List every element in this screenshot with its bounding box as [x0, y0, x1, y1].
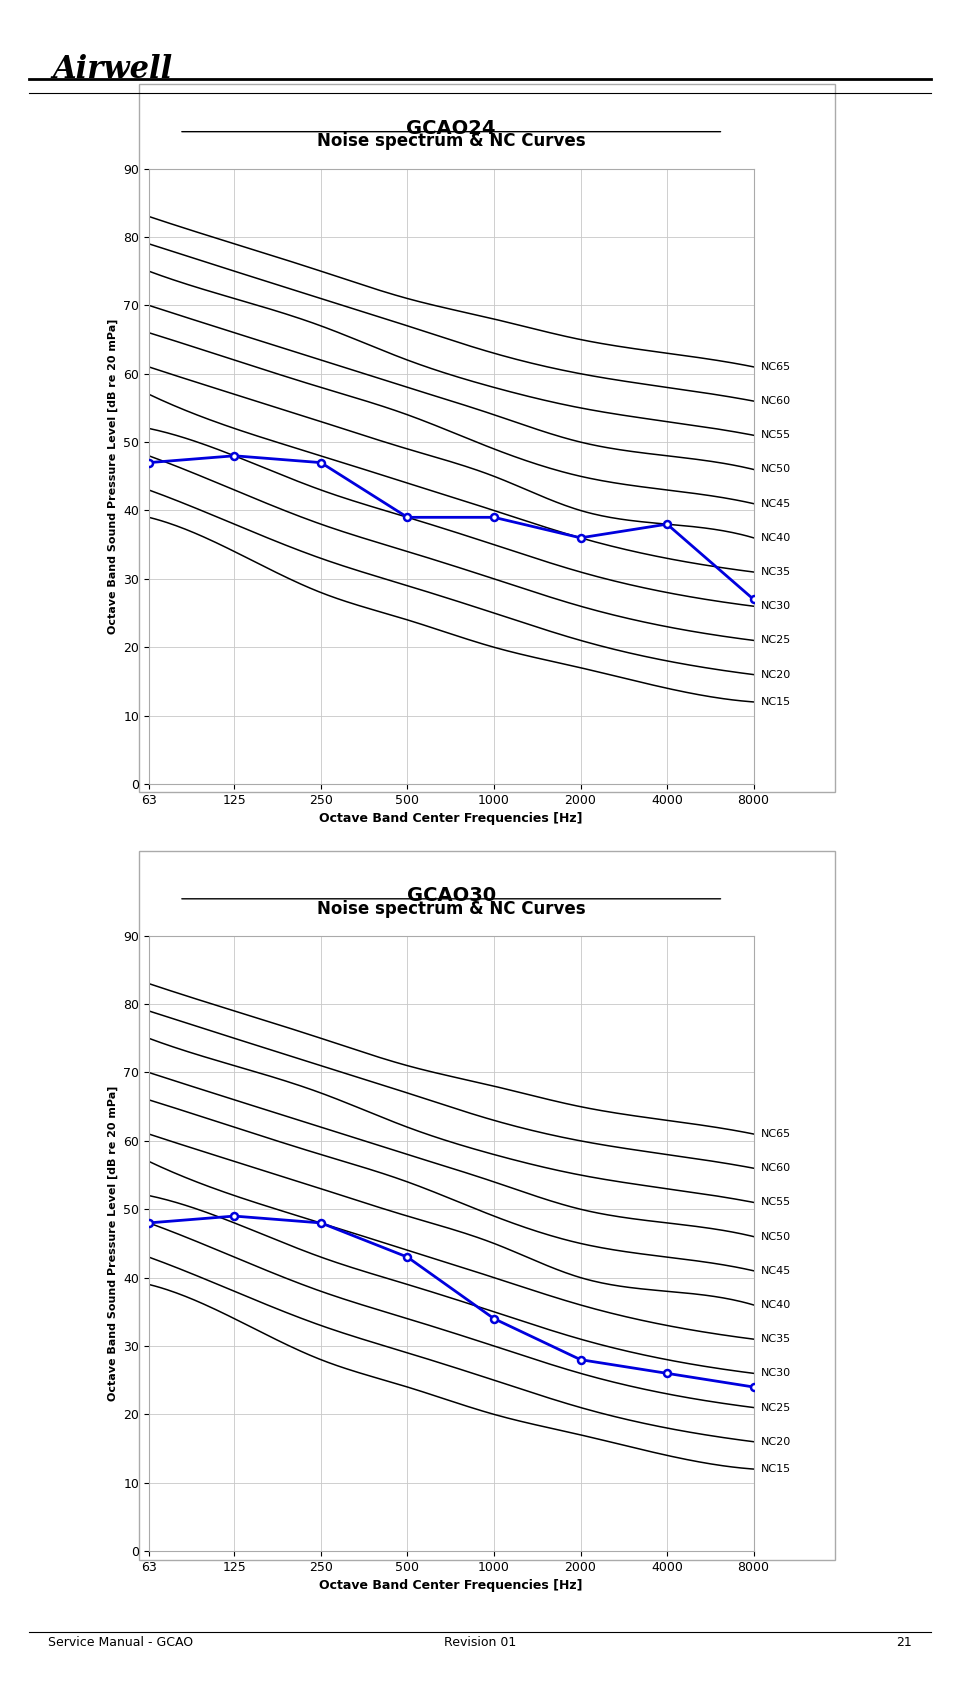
- Text: Airwell: Airwell: [53, 54, 173, 84]
- Title: Noise spectrum & NC Curves: Noise spectrum & NC Curves: [317, 133, 586, 150]
- Text: NC40: NC40: [761, 533, 791, 543]
- Text: NC35: NC35: [761, 566, 791, 577]
- Text: GCAO30: GCAO30: [407, 887, 495, 905]
- Text: GCAO24: GCAO24: [406, 120, 496, 138]
- Text: NC20: NC20: [761, 669, 791, 679]
- Text: NC60: NC60: [761, 396, 791, 406]
- Text: NC45: NC45: [761, 1266, 791, 1276]
- Text: NC25: NC25: [761, 1403, 791, 1413]
- Text: NC50: NC50: [761, 464, 791, 474]
- Text: NC60: NC60: [761, 1163, 791, 1173]
- Text: NC55: NC55: [761, 430, 791, 440]
- Text: 21: 21: [897, 1635, 912, 1649]
- Title: Noise spectrum & NC Curves: Noise spectrum & NC Curves: [317, 900, 586, 917]
- Y-axis label: Octave Band Sound Pressure Level [dB re 20 mPa]: Octave Band Sound Pressure Level [dB re …: [108, 1086, 117, 1401]
- X-axis label: Octave Band Center Frequencies [Hz]: Octave Band Center Frequencies [Hz]: [320, 813, 583, 824]
- Text: NC20: NC20: [761, 1436, 791, 1447]
- Text: NC65: NC65: [761, 362, 791, 373]
- X-axis label: Octave Band Center Frequencies [Hz]: Octave Band Center Frequencies [Hz]: [320, 1580, 583, 1592]
- Text: NC40: NC40: [761, 1300, 791, 1310]
- Text: NC65: NC65: [761, 1130, 791, 1140]
- Text: NC15: NC15: [761, 1463, 791, 1474]
- Text: NC30: NC30: [761, 602, 791, 612]
- Text: NC25: NC25: [761, 636, 791, 646]
- Text: NC45: NC45: [761, 499, 791, 509]
- Text: NC50: NC50: [761, 1231, 791, 1241]
- Text: NC55: NC55: [761, 1197, 791, 1207]
- Text: Service Manual - GCAO: Service Manual - GCAO: [48, 1635, 193, 1649]
- Y-axis label: Octave Band Sound Pressure Level [dB re 20 mPa]: Octave Band Sound Pressure Level [dB re …: [108, 319, 117, 634]
- Text: NC35: NC35: [761, 1334, 791, 1344]
- Text: NC15: NC15: [761, 696, 791, 706]
- Text: Revision 01: Revision 01: [444, 1635, 516, 1649]
- Text: NC30: NC30: [761, 1369, 791, 1379]
